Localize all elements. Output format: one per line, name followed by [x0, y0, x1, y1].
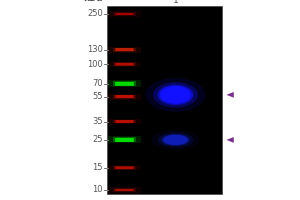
Bar: [113, 48, 136, 52]
Bar: [116, 189, 133, 191]
Text: 70: 70: [92, 79, 103, 88]
Text: 15: 15: [92, 163, 103, 172]
Ellipse shape: [160, 86, 191, 104]
Bar: [116, 13, 134, 15]
Ellipse shape: [152, 130, 200, 150]
Bar: [116, 48, 134, 51]
Bar: [113, 12, 136, 16]
Bar: [116, 95, 134, 98]
Bar: [116, 63, 134, 66]
Polygon shape: [226, 137, 234, 143]
Polygon shape: [226, 92, 234, 98]
Text: 130: 130: [87, 45, 103, 54]
Ellipse shape: [158, 132, 194, 147]
Text: 10: 10: [92, 186, 103, 194]
Ellipse shape: [153, 82, 198, 108]
Bar: [108, 62, 141, 67]
Bar: [108, 47, 141, 53]
Bar: [113, 188, 136, 192]
Bar: [108, 80, 141, 87]
Bar: [108, 187, 141, 193]
Text: 25: 25: [92, 135, 103, 144]
Bar: [108, 165, 141, 170]
Ellipse shape: [160, 86, 190, 103]
Bar: [108, 119, 141, 124]
Text: 55: 55: [92, 92, 103, 101]
Bar: [113, 62, 136, 66]
Text: 250: 250: [87, 9, 103, 19]
Ellipse shape: [163, 135, 188, 145]
Bar: [116, 189, 134, 191]
Text: 100: 100: [87, 60, 103, 69]
Bar: [116, 13, 133, 15]
Text: 35: 35: [92, 117, 103, 126]
Bar: [116, 120, 133, 123]
Text: 1: 1: [172, 0, 178, 5]
Bar: [116, 82, 133, 85]
Bar: [116, 167, 133, 169]
Ellipse shape: [161, 134, 190, 146]
Bar: [113, 166, 136, 170]
Bar: [116, 138, 134, 142]
Bar: [113, 81, 136, 86]
Ellipse shape: [164, 135, 188, 145]
Ellipse shape: [158, 85, 194, 105]
Bar: [108, 136, 141, 143]
Bar: [116, 82, 134, 86]
Bar: [113, 137, 136, 142]
Bar: [116, 63, 133, 65]
Bar: [108, 94, 141, 100]
Bar: [113, 95, 136, 99]
Bar: [116, 138, 133, 142]
Bar: [116, 95, 133, 98]
Bar: [113, 120, 136, 123]
Ellipse shape: [146, 78, 206, 112]
Bar: [116, 120, 134, 123]
Text: kDa: kDa: [83, 0, 103, 3]
Bar: [116, 48, 133, 51]
Bar: [108, 11, 141, 17]
Bar: [116, 166, 134, 169]
Bar: [106, 6, 222, 194]
